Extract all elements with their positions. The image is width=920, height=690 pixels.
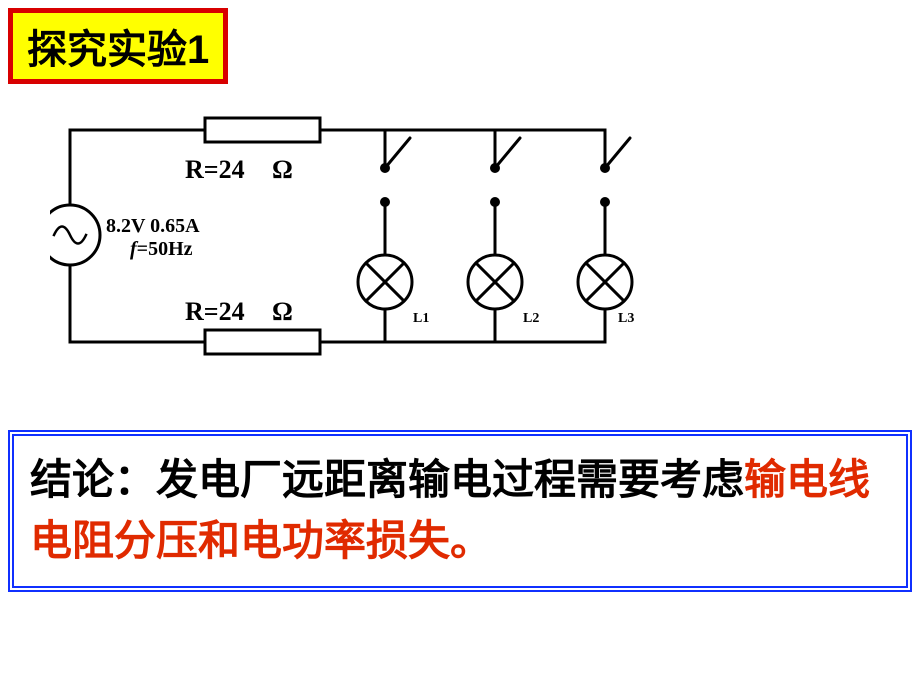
lamp-label-1: L1: [413, 311, 429, 326]
resistor-bottom-unit: Ω: [272, 297, 293, 326]
resistor-bottom-label: R=24: [185, 297, 245, 326]
conclusion-box: 结论：发电厂远距离输电过程需要考虑输电线电阻分压和电功率损失。: [8, 430, 912, 592]
source-line2: f=50Hz: [130, 238, 193, 260]
lamp-label-2: L2: [523, 311, 539, 326]
resistor-top-label: R=24: [185, 155, 245, 184]
experiment-title-text: 探究实验1: [27, 28, 209, 72]
circuit-svg: R=24 Ω R=24 Ω 8.2V 0.65A f=50Hz L1 L2 L3: [50, 110, 640, 375]
experiment-title-box: 探究实验1: [8, 8, 228, 84]
lamp-label-3: L3: [618, 311, 634, 326]
circuit-diagram: R=24 Ω R=24 Ω 8.2V 0.65A f=50Hz L1 L2 L3: [50, 110, 640, 375]
source-line1: 8.2V 0.65A: [106, 215, 200, 237]
resistor-top-unit: Ω: [272, 155, 293, 184]
conclusion-text-part1: 结论：发电厂远距离输电过程需要考虑: [30, 456, 744, 503]
